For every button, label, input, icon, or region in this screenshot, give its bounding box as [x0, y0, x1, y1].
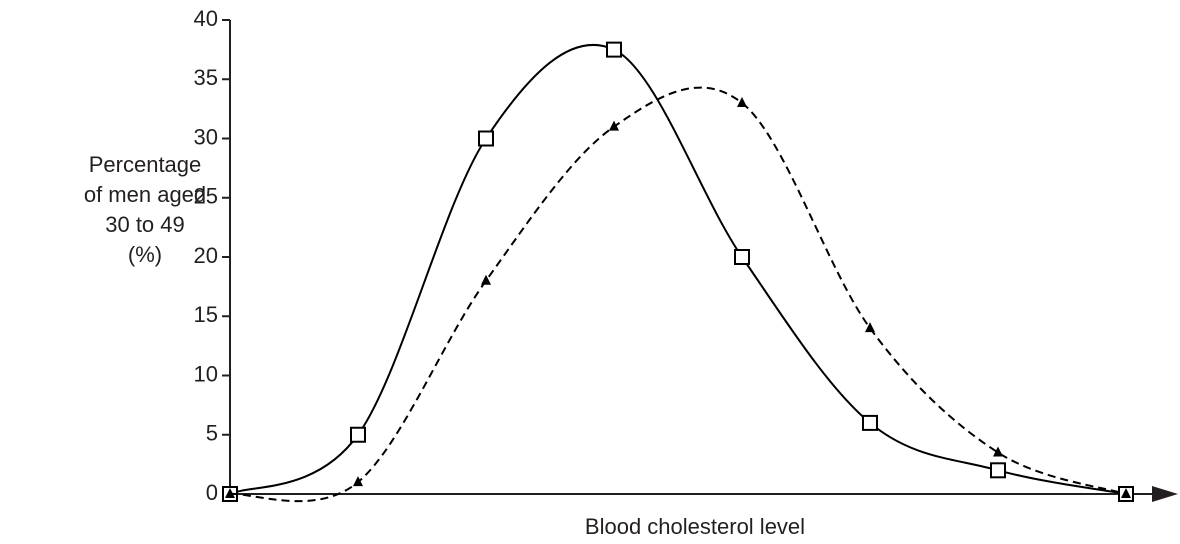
x-axis-label: Blood cholesterol level — [585, 514, 805, 539]
series-line — [229, 86, 1127, 503]
triangle-marker — [737, 96, 747, 107]
y-tick-label: 5 — [206, 421, 218, 446]
triangle-marker — [865, 322, 875, 333]
triangle-marker — [993, 446, 1003, 457]
triangle-marker — [1121, 488, 1131, 498]
y-tick-label: 35 — [194, 65, 218, 90]
triangle-marker — [353, 476, 363, 487]
y-tick-label: 25 — [194, 184, 218, 209]
square-marker — [478, 130, 494, 147]
square-marker — [606, 41, 622, 58]
triangle-marker — [481, 274, 491, 285]
triangle-marker — [225, 488, 235, 498]
y-tick-label: 20 — [194, 243, 218, 268]
square-marker — [734, 249, 750, 265]
square-marker — [350, 426, 366, 443]
y-tick-label: 15 — [194, 302, 218, 327]
x-axis-arrow — [1152, 486, 1178, 502]
y-tick-label: 0 — [206, 480, 218, 505]
y-axis-label: 30 to 49 — [105, 212, 185, 237]
triangle-marker — [609, 120, 619, 131]
square-marker — [990, 462, 1006, 479]
series-line — [229, 43, 1127, 495]
y-tick-label: 40 — [194, 6, 218, 31]
y-tick-label: 10 — [194, 361, 218, 386]
y-tick-label: 30 — [194, 124, 218, 149]
y-axis-label: of men aged — [84, 182, 206, 207]
y-axis-label: Percentage — [89, 152, 202, 177]
y-axis-label: (%) — [128, 242, 162, 267]
square-marker — [862, 414, 878, 431]
